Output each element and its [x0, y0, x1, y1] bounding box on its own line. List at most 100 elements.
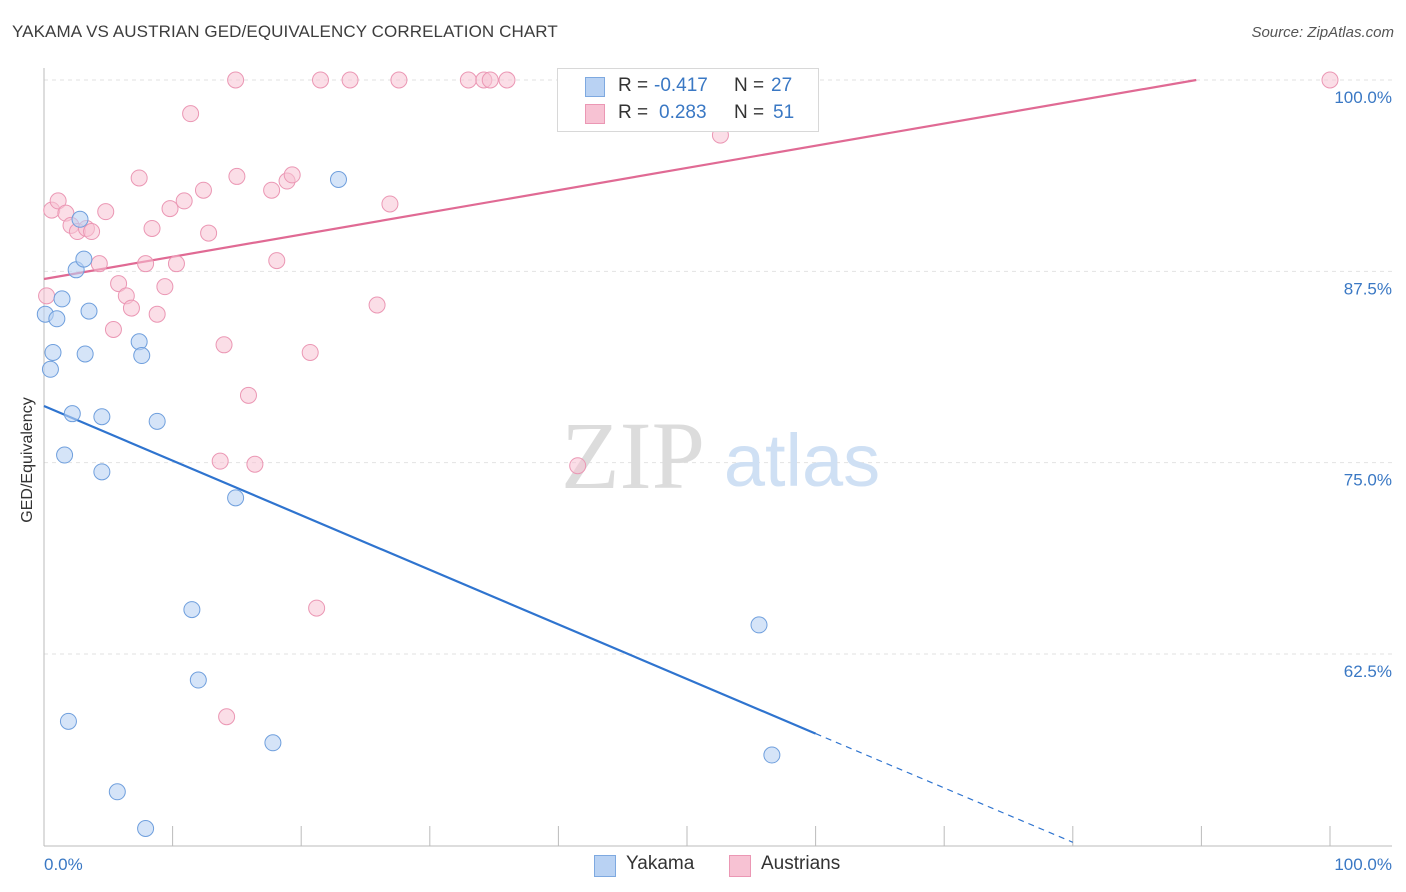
yakama-legend-swatch	[594, 855, 616, 877]
yakama-point	[75, 250, 93, 268]
y-tick-label: 62.5%	[1344, 662, 1392, 681]
n-value: 27	[771, 75, 793, 96]
austrians-point	[182, 105, 200, 123]
tick-labels: 62.5% 75.0% 87.5% 100.0% 0.0% 100.0%	[44, 88, 1392, 874]
austrians-legend-swatch	[729, 855, 751, 877]
austrians-point	[167, 255, 185, 273]
austrians-legend-label: Austrians	[761, 853, 841, 874]
austrians-point	[83, 223, 101, 241]
austrians-point	[228, 167, 246, 185]
yakama-point	[227, 489, 245, 507]
legend-row-yakama: R = -0.417 N = 27	[558, 73, 818, 99]
yakama-point	[48, 310, 66, 328]
x-tick-label: 100.0%	[1334, 855, 1392, 874]
chart-title: YAKAMA VS AUSTRIAN GED/EQUIVALENCY CORRE…	[12, 22, 558, 41]
yakama-point	[93, 408, 111, 426]
austrians-point	[311, 71, 329, 89]
austrians-point	[239, 386, 257, 404]
yakama-point	[53, 290, 71, 308]
yakama-point	[71, 210, 89, 228]
r-value: -0.417	[654, 75, 708, 96]
austrians-point	[122, 299, 140, 317]
austrians-point	[381, 195, 399, 213]
austrians-point	[211, 452, 229, 470]
austrians-point	[137, 255, 155, 273]
r-value: 0.283	[659, 102, 707, 123]
yakama-point	[76, 345, 94, 363]
correlation-legend: R = -0.417 N = 27 R = 0.283 N = 51	[557, 68, 819, 132]
austrians-point	[38, 287, 56, 305]
austrians-trend-line	[43, 78, 1197, 281]
austrians-point	[104, 320, 122, 338]
yakama-point	[93, 463, 111, 481]
y-tick-label: 75.0%	[1344, 471, 1392, 490]
austrians-swatch	[585, 104, 605, 124]
austrians-point	[569, 457, 587, 475]
x-tick-label: 0.0%	[44, 855, 83, 874]
austrians-point	[161, 200, 179, 218]
austrians-point	[459, 71, 477, 89]
yakama-point	[133, 347, 151, 365]
austrians-point	[368, 296, 386, 314]
austrians-point	[390, 71, 408, 89]
trend-lines	[43, 78, 1197, 843]
r-label: R =	[618, 102, 649, 123]
austrians-point	[283, 166, 301, 184]
n-label: N =	[734, 75, 765, 96]
austrians-point	[148, 305, 166, 323]
yakama-point	[189, 671, 207, 689]
data-points	[36, 71, 1339, 837]
watermark-zip: ZIP	[561, 402, 705, 509]
yakama-point	[183, 601, 201, 619]
austrians-point	[143, 219, 161, 237]
yakama-point	[130, 333, 148, 351]
austrians-point	[110, 275, 128, 293]
austrians-point	[263, 181, 281, 199]
austrians-point	[301, 343, 319, 361]
source-credit: Source: ZipAtlas.com	[1251, 24, 1394, 41]
austrians-point	[130, 169, 148, 187]
austrians-point	[498, 71, 516, 89]
watermark-atlas: atlas	[724, 419, 880, 502]
austrians-point	[227, 71, 245, 89]
yakama-point	[137, 819, 155, 837]
austrians-point	[90, 255, 108, 273]
y-tick-label: 87.5%	[1344, 279, 1392, 298]
n-label: N =	[734, 102, 765, 123]
austrians-point	[308, 599, 326, 617]
austrians-point	[49, 192, 67, 210]
n-value: 51	[773, 102, 795, 123]
austrians-point	[97, 203, 115, 221]
yakama-point	[80, 302, 98, 320]
austrians-point	[175, 192, 193, 210]
yakama-point	[264, 734, 282, 752]
legend-row-austrians: R = 0.283 N = 51	[558, 100, 818, 126]
yakama-point	[56, 446, 74, 464]
yakama-point	[108, 783, 126, 801]
austrians-point	[1321, 71, 1339, 89]
yakama-point	[59, 712, 77, 730]
austrians-point	[341, 71, 359, 89]
austrians-point	[246, 455, 264, 473]
yakama-point	[41, 360, 59, 378]
yakama-point	[44, 343, 62, 361]
yakama-swatch	[585, 77, 605, 97]
austrians-point	[218, 708, 236, 726]
yakama-trend-extension	[815, 733, 1074, 843]
yakama-trend-line	[43, 405, 817, 735]
axes	[43, 68, 1392, 847]
yakama-point	[329, 170, 347, 188]
austrians-point	[481, 71, 499, 89]
yakama-legend-label: Yakama	[626, 853, 695, 874]
yakama-point	[763, 746, 781, 764]
y-tick-label: 100.0%	[1334, 88, 1392, 107]
austrians-point	[194, 181, 212, 199]
yakama-point	[63, 405, 81, 423]
austrians-point	[215, 336, 233, 354]
austrians-point	[156, 278, 174, 296]
y-axis-title: GED/Equivalency	[19, 397, 36, 523]
grid-lines	[44, 79, 1392, 655]
austrians-point	[200, 224, 218, 242]
yakama-point	[148, 412, 166, 430]
